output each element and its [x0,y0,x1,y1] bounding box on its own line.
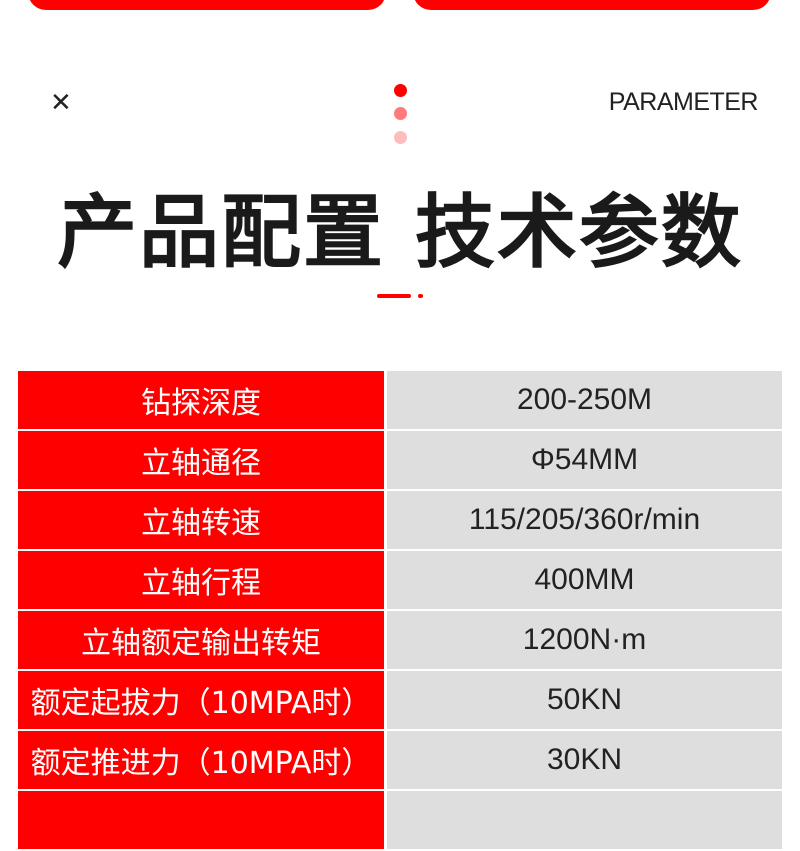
table-row: 立轴转速 115/205/360r/min [18,491,782,549]
param-value: 400MM [387,551,782,609]
param-value: 30KN [387,731,782,789]
table-row: 立轴行程 400MM [18,551,782,609]
param-value: Φ54MM [387,431,782,489]
dot-decoration [394,107,407,120]
param-value: 200-250M [387,371,782,429]
param-label: 额定起拔力（10MPA时） [18,671,384,729]
top-tab-right[interactable] [413,0,771,10]
close-icon[interactable]: ✕ [50,88,72,118]
param-label: 立轴行程 [18,551,384,609]
param-label: 钻探深度 [18,371,384,429]
param-value: 115/205/360r/min [387,491,782,549]
table-row: 额定推进力（10MPA时） 30KN [18,731,782,789]
table-row: 钻探深度 200-250M [18,371,782,429]
param-label: 额定推进力（10MPA时） [18,731,384,789]
parameter-table: 钻探深度 200-250M 立轴通径 Φ54MM 立轴转速 115/205/360r/mi… [18,371,782,851]
dot-decoration [394,131,407,144]
dot-decoration [394,84,407,97]
param-value: 50KN [387,671,782,729]
title-underline [377,294,411,298]
table-row: 额定起拔力（10MPA时） 50KN [18,671,782,729]
page-title: 产品配置 技术参数 [57,186,743,279]
param-label: 立轴额定输出转矩 [18,611,384,669]
top-tab-left[interactable] [28,0,386,10]
param-label: 立轴转速 [18,491,384,549]
param-value: 1200N·m [387,611,782,669]
title-underline-dot [418,294,423,298]
section-subtitle: PARAMETER [608,88,759,116]
table-row: 立轴额定输出转矩 1200N·m [18,611,782,669]
param-label: 立轴通径 [18,431,384,489]
table-row: 立轴通径 Φ54MM [18,431,782,489]
